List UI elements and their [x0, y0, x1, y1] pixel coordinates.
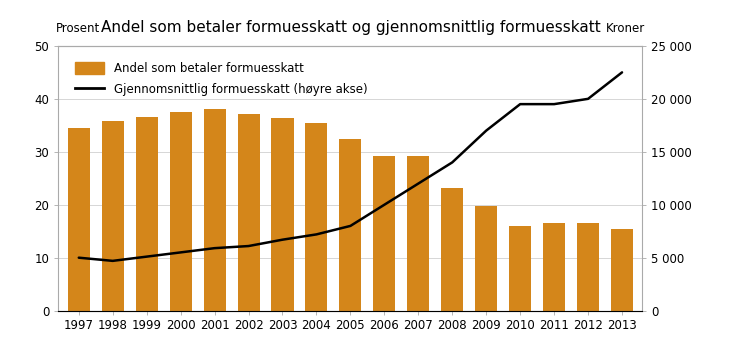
Bar — [475, 206, 497, 311]
Bar — [577, 223, 599, 311]
Bar — [305, 123, 328, 311]
Title: Andel som betaler formuesskatt og gjennomsnittlig formuesskatt: Andel som betaler formuesskatt og gjenno… — [101, 20, 600, 35]
Text: Prosent: Prosent — [55, 22, 100, 35]
Bar — [339, 138, 361, 311]
Bar — [441, 188, 464, 311]
Bar — [101, 121, 124, 311]
Bar — [237, 114, 260, 311]
Bar — [272, 119, 293, 311]
Bar — [509, 226, 531, 311]
Bar — [68, 128, 90, 311]
Legend: Andel som betaler formuesskatt, Gjennomsnittlig formuesskatt (høyre akse): Andel som betaler formuesskatt, Gjennoms… — [70, 57, 372, 101]
Bar — [407, 156, 429, 311]
Bar — [373, 156, 396, 311]
Bar — [543, 223, 565, 311]
Bar — [611, 229, 633, 311]
Text: Kroner: Kroner — [606, 22, 645, 35]
Bar — [136, 117, 158, 311]
Bar — [169, 112, 192, 311]
Bar — [204, 109, 226, 311]
